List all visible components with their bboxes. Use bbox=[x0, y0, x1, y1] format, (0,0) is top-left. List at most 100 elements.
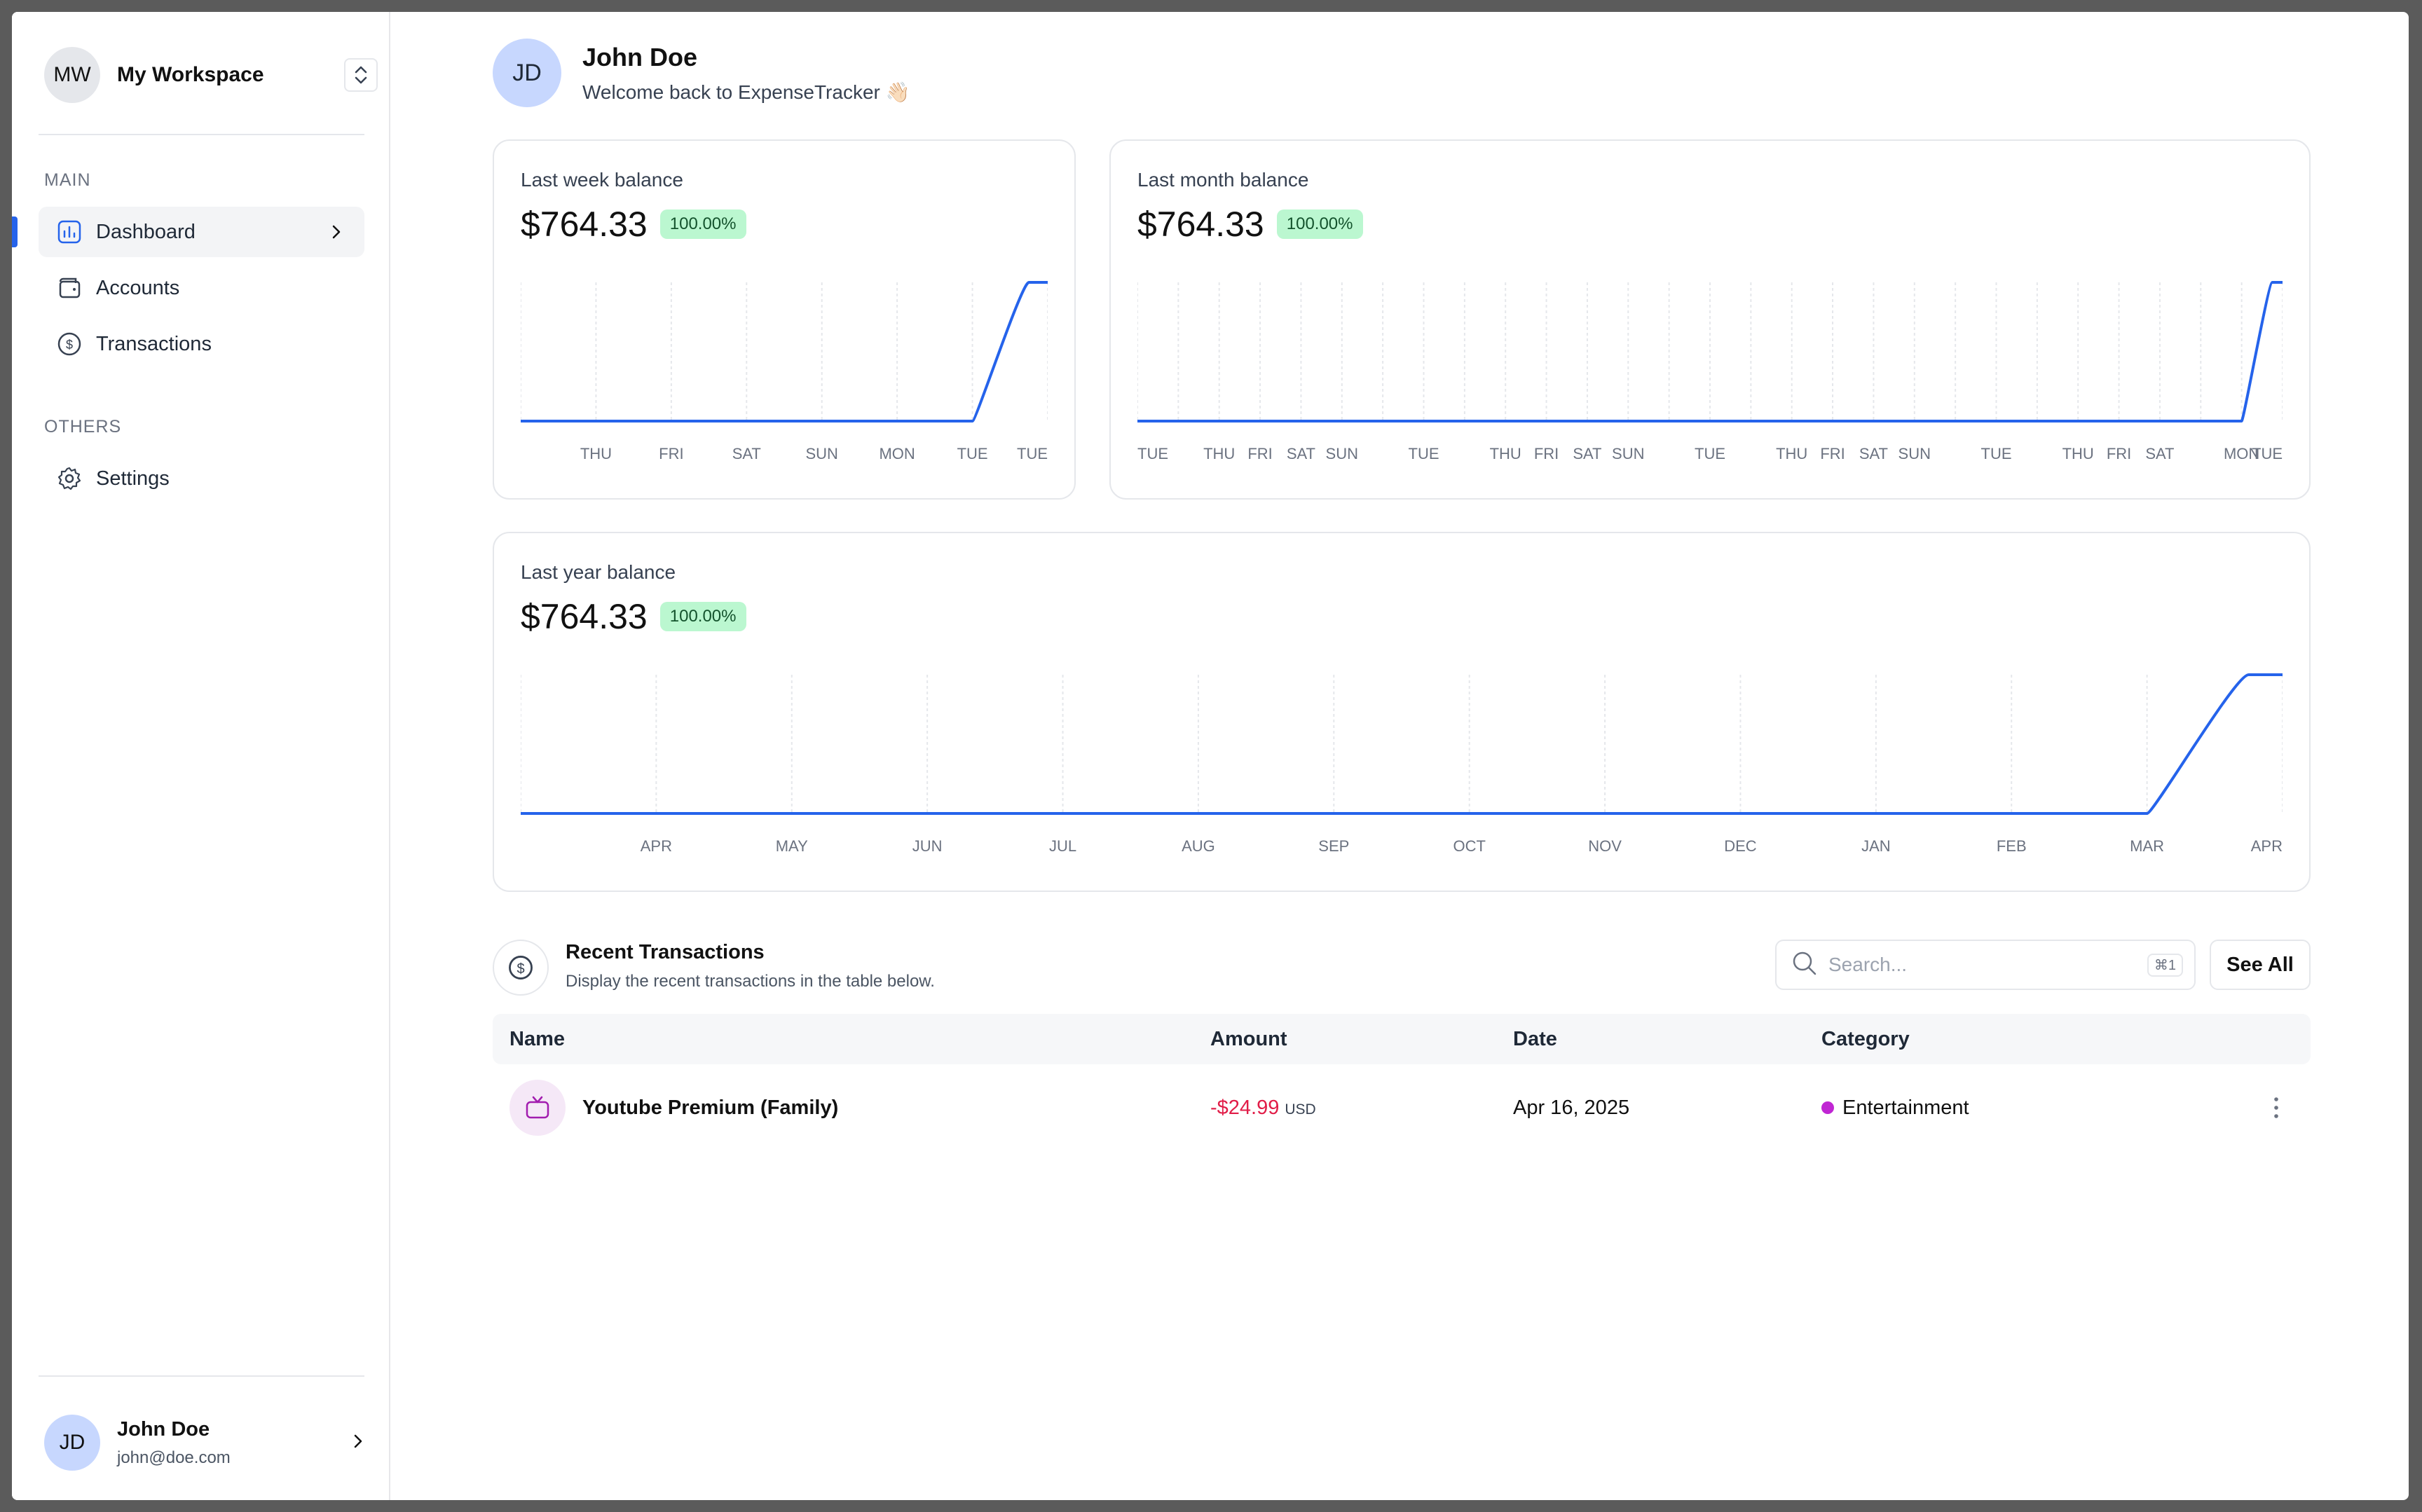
x-tick-label: THU bbox=[1490, 445, 1521, 462]
sidebar: MW My Workspace MAIN Dashboard Accounts bbox=[12, 12, 390, 1500]
x-tick-label: MAR bbox=[2130, 837, 2164, 855]
sidebar-item-accounts[interactable]: Accounts bbox=[39, 263, 364, 313]
x-tick-label: JUL bbox=[1049, 837, 1076, 855]
x-tick-label: THU bbox=[1203, 445, 1235, 462]
transaction-date: Apr 16, 2025 bbox=[1513, 1096, 1630, 1119]
x-tick-label: THU bbox=[2062, 445, 2094, 462]
sidebar-item-label: Settings bbox=[96, 467, 170, 490]
page-title: John Doe bbox=[582, 42, 698, 71]
x-tick-label: OCT bbox=[1453, 837, 1485, 855]
x-tick-label: MON bbox=[2224, 445, 2259, 462]
workspace-switcher[interactable]: MW My Workspace bbox=[44, 44, 378, 106]
x-tick-label: SUN bbox=[805, 445, 837, 462]
section-label-others: OTHERS bbox=[44, 417, 122, 437]
card-title: Last month balance bbox=[1137, 169, 1309, 191]
transaction-category: Entertainment bbox=[1842, 1096, 1969, 1119]
chart-icon bbox=[55, 218, 83, 246]
x-tick-label: FRI bbox=[1534, 445, 1559, 462]
category-dot bbox=[1821, 1101, 1834, 1114]
chevron-up-down-icon[interactable] bbox=[344, 58, 378, 92]
keyboard-shortcut: ⌘1 bbox=[2147, 954, 2183, 977]
transactions-table: Name Amount Date Category Youtube Premiu… bbox=[493, 1014, 2311, 1151]
sidebar-item-label: Accounts bbox=[96, 276, 180, 299]
gear-icon bbox=[55, 465, 83, 493]
x-tick-label: SEP bbox=[1318, 837, 1349, 855]
x-tick-label: DEC bbox=[1724, 837, 1757, 855]
x-tick-label: TUE bbox=[1409, 445, 1439, 462]
week-balance-chart: THU FRI SAT SUN MON TUE TUE bbox=[521, 281, 1048, 462]
x-tick-label: SUN bbox=[1612, 445, 1644, 462]
tv-icon bbox=[509, 1080, 566, 1136]
balance-series-line bbox=[521, 673, 2283, 815]
table-row[interactable]: Youtube Premium (Family) -$24.99 USD Apr … bbox=[493, 1064, 2311, 1151]
balance-value: $764.33 bbox=[521, 597, 648, 636]
x-tick-label: FRI bbox=[2107, 445, 2131, 462]
x-tick-label: SAT bbox=[1573, 445, 1601, 462]
status-badge: 100.00% bbox=[1276, 209, 1363, 239]
balance-series-line bbox=[1137, 281, 2283, 422]
sidebar-item-dashboard[interactable]: Dashboard bbox=[39, 207, 364, 257]
sidebar-item-label: Dashboard bbox=[96, 220, 196, 243]
user-menu[interactable]: JD John Doe john@doe.com bbox=[44, 1409, 378, 1476]
page-header: JD John Doe Welcome back to ExpenseTrack… bbox=[493, 39, 910, 107]
more-options-icon[interactable] bbox=[2242, 1095, 2311, 1120]
user-name: John Doe bbox=[117, 1417, 210, 1441]
x-tick-label: MAY bbox=[776, 837, 808, 855]
chevron-right-icon bbox=[351, 1431, 365, 1455]
avatar: JD bbox=[493, 39, 561, 107]
table-header: Name Amount Date Category bbox=[493, 1014, 2311, 1064]
x-tick-label: TUE bbox=[957, 445, 988, 462]
see-all-button[interactable]: See All bbox=[2210, 940, 2311, 990]
x-tick-label: THU bbox=[1776, 445, 1807, 462]
column-header-category[interactable]: Category bbox=[1821, 1027, 1910, 1050]
x-tick-label: TUE bbox=[1695, 445, 1725, 462]
card-title: Last year balance bbox=[521, 561, 676, 583]
x-tick-label: AUG bbox=[1182, 837, 1215, 855]
svg-text:$: $ bbox=[66, 338, 73, 352]
transaction-name: Youtube Premium (Family) bbox=[582, 1096, 839, 1119]
app-window: MW My Workspace MAIN Dashboard Accounts bbox=[12, 12, 2409, 1500]
x-tick-label: TUE bbox=[2252, 445, 2283, 462]
search-box[interactable]: ⌘1 bbox=[1775, 940, 2196, 990]
welcome-message: Welcome back to ExpenseTracker 👋🏻 bbox=[582, 81, 910, 103]
active-indicator bbox=[12, 217, 18, 247]
x-tick-label: JUN bbox=[912, 837, 943, 855]
svg-text:$: $ bbox=[516, 961, 524, 977]
x-tick-label: SUN bbox=[1898, 445, 1931, 462]
x-tick-label: NOV bbox=[1588, 837, 1622, 855]
section-label-main: MAIN bbox=[44, 170, 91, 190]
x-tick-label: SAT bbox=[732, 445, 761, 462]
x-tick-label: TUE bbox=[1017, 445, 1048, 462]
x-tick-label: MON bbox=[879, 445, 915, 462]
month-balance-card: Last month balance $764.33 100.00% TUE TH… bbox=[1109, 139, 2311, 500]
workspace-avatar: MW bbox=[44, 47, 100, 103]
dollar-circle-icon: $ bbox=[55, 330, 83, 358]
month-balance-chart: TUE THU FRI SAT SUN TUE THU FRI SAT SUN TUE THU FRI S… bbox=[1137, 281, 2283, 462]
sidebar-item-settings[interactable]: Settings bbox=[39, 453, 364, 504]
sidebar-item-transactions[interactable]: $ Transactions bbox=[39, 319, 364, 369]
x-tick-label: THU bbox=[580, 445, 612, 462]
workspace-name: My Workspace bbox=[117, 63, 264, 86]
x-tick-label: SAT bbox=[1859, 445, 1888, 462]
column-header-name[interactable]: Name bbox=[509, 1027, 565, 1050]
status-badge: 100.00% bbox=[659, 209, 746, 239]
wallet-icon bbox=[55, 274, 83, 302]
search-input[interactable] bbox=[1828, 954, 2137, 976]
x-tick-label: JAN bbox=[1861, 837, 1891, 855]
dollar-circle-icon: $ bbox=[493, 940, 549, 996]
avatar: JD bbox=[44, 1415, 100, 1471]
year-balance-card: Last year balance $764.33 100.00% APR MAY… bbox=[493, 532, 2311, 892]
x-tick-label: SAT bbox=[1287, 445, 1315, 462]
sidebar-divider bbox=[39, 134, 364, 135]
column-header-date[interactable]: Date bbox=[1513, 1027, 1557, 1050]
sidebar-item-label: Transactions bbox=[96, 332, 212, 355]
section-title: Recent Transactions bbox=[566, 941, 765, 963]
column-header-amount[interactable]: Amount bbox=[1210, 1027, 1287, 1050]
transaction-currency: USD bbox=[1285, 1101, 1316, 1118]
balance-value: $764.33 bbox=[1137, 205, 1264, 244]
x-tick-label: FRI bbox=[1247, 445, 1272, 462]
x-tick-label: FEB bbox=[1997, 837, 2027, 855]
x-tick-label: FRI bbox=[659, 445, 683, 462]
x-tick-label: SUN bbox=[1326, 445, 1358, 462]
x-tick-label: TUE bbox=[1137, 445, 1168, 462]
